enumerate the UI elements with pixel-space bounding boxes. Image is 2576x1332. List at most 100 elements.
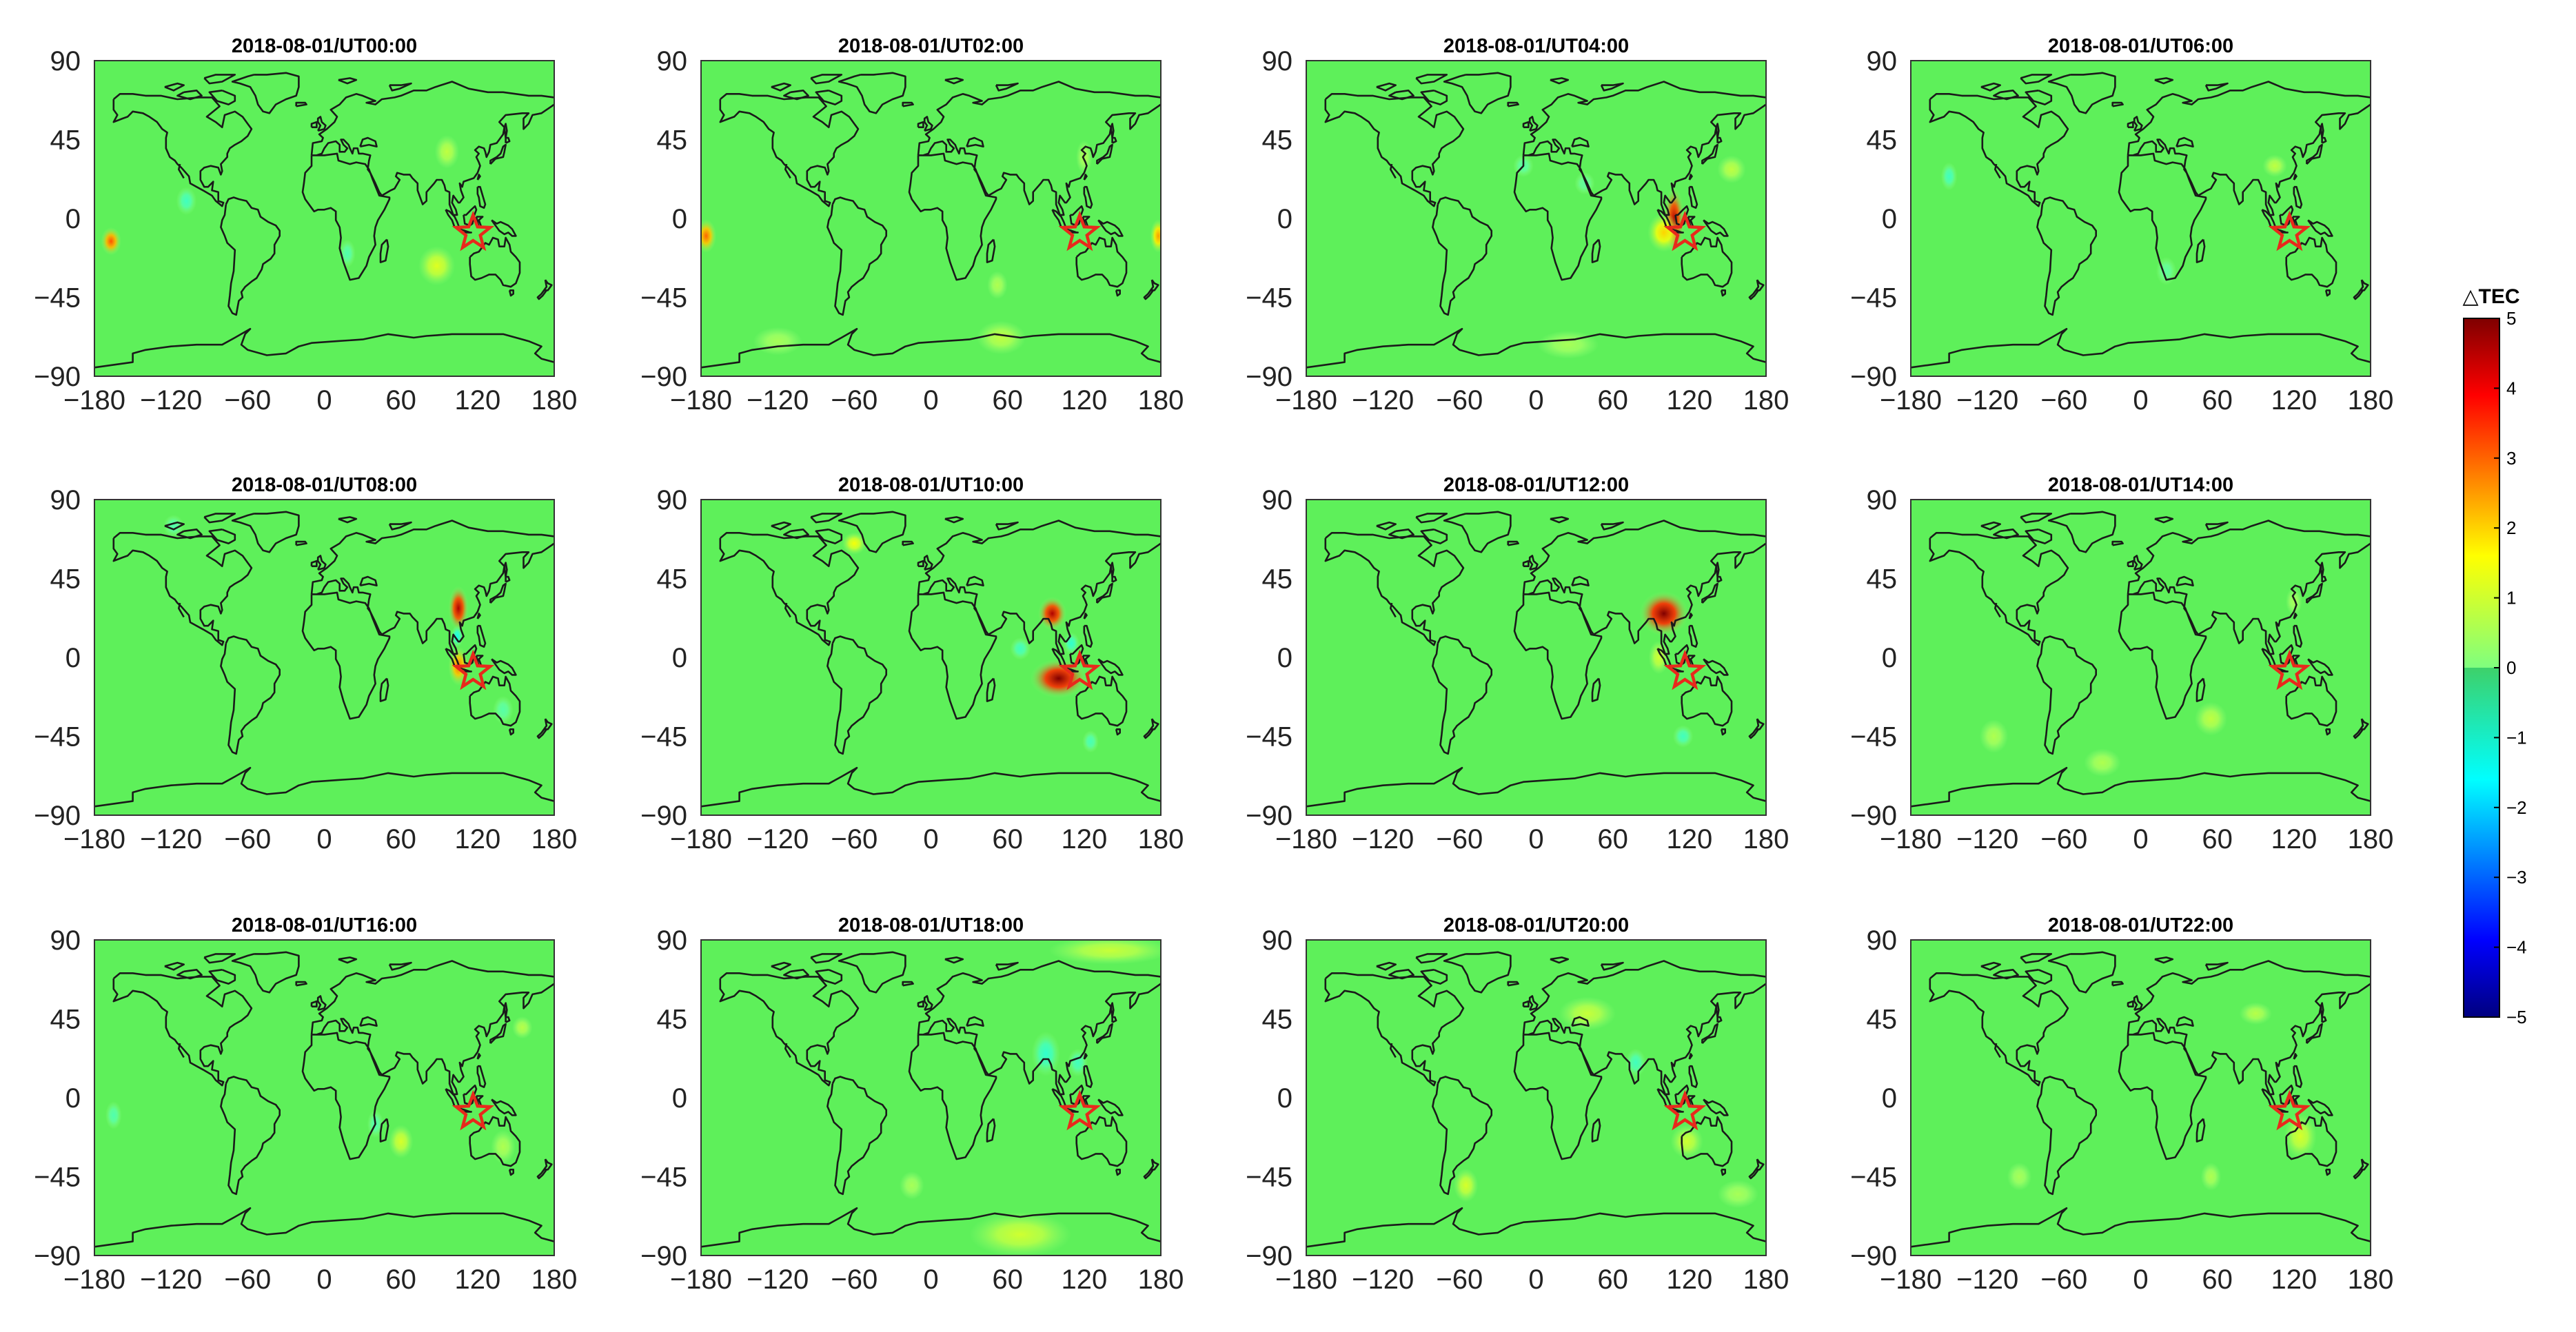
map-background: [1911, 940, 2371, 1256]
coastline: [1720, 728, 1726, 736]
coastlines: [1911, 511, 2371, 808]
y-tick-label: −45: [34, 283, 81, 314]
coastline: [701, 767, 1161, 808]
coastline: [203, 953, 236, 964]
map-frame: [1306, 499, 1767, 816]
coastline: [1703, 658, 1729, 676]
tec-anomaly: [176, 187, 197, 215]
panel-title: 2018-08-01/UT08:00: [232, 474, 417, 496]
map-panel: 2018-08-01/UT20:00 −180 −120 −60 0 60 120 180 90…: [1246, 914, 1789, 1295]
coastline: [1701, 143, 1718, 165]
map-background: [1911, 500, 2371, 815]
x-tick-label: 120: [1061, 385, 1107, 416]
map-background: [94, 61, 554, 376]
coastline: [1083, 1065, 1093, 1088]
coastline: [2320, 562, 2324, 577]
coastline: [301, 152, 391, 281]
x-tick-label: −120: [747, 385, 809, 416]
coastline: [1703, 1098, 1729, 1116]
panel-title: 2018-08-01/UT10:00: [838, 474, 1024, 496]
coastline: [2321, 1016, 2327, 1023]
coastline: [1674, 644, 1690, 666]
coastline: [112, 93, 253, 207]
y-tick-label: 90: [50, 925, 81, 956]
tec-anomaly: [1940, 162, 1958, 191]
x-tick-label: 180: [1743, 824, 1789, 854]
x-tick-label: 180: [1743, 1264, 1789, 1295]
tec-anomaly: [2285, 587, 2302, 615]
coastline: [1507, 101, 1519, 107]
coastline: [1681, 1116, 1733, 1167]
coastline: [542, 279, 553, 291]
map-panel: 2018-08-01/UT02:00 −180 −120 −60 0 60 120 180 90…: [640, 35, 1184, 416]
coastline: [986, 677, 996, 702]
coastline: [2320, 123, 2324, 139]
coastline: [1600, 82, 1624, 92]
coastline: [1390, 602, 1397, 618]
coastline: [719, 93, 860, 207]
coastline: [2020, 74, 2053, 85]
coastline: [986, 1118, 996, 1143]
coastline: [771, 961, 791, 971]
coastline: [2127, 560, 2134, 567]
tec-anomaly: [105, 1101, 122, 1129]
coastline: [1420, 529, 1448, 544]
coastline: [1420, 90, 1448, 105]
x-tick-label: 120: [454, 824, 500, 854]
colorbar: △TEC 5 4 3 2 1 0 −1 −2 −3 −4 −5: [2462, 285, 2526, 1027]
coastline: [1420, 969, 1448, 985]
star-icon: [452, 1089, 495, 1131]
coastline: [771, 521, 791, 531]
map-panel: 2018-08-01/UT10:00 −180 −120 −60 0 60 120 180 90…: [640, 474, 1184, 854]
coastline: [463, 644, 478, 666]
x-tick-label: 60: [992, 1264, 1023, 1295]
tec-anomaly: [1150, 219, 1161, 253]
x-tick-label: 0: [923, 824, 938, 854]
coastline: [944, 516, 964, 524]
coastline: [2154, 77, 2174, 85]
tec-anomaly: [1048, 940, 1161, 965]
y-tick-label: 45: [657, 1005, 688, 1035]
coastline: [176, 969, 203, 980]
colorbar-tick-label: 3: [2506, 448, 2516, 469]
coastline: [1715, 562, 1720, 577]
colorbar-tick-label: −3: [2506, 867, 2527, 888]
y-tick-label: −90: [640, 801, 687, 831]
coastline: [783, 969, 809, 980]
y-tick-label: −45: [1246, 283, 1292, 314]
coastline: [316, 983, 554, 1096]
coastline: [1754, 718, 1765, 730]
x-tick-label: −60: [831, 1264, 878, 1295]
coastline: [491, 658, 517, 676]
x-tick-label: 180: [2348, 1264, 2394, 1295]
x-tick-label: −60: [224, 824, 271, 854]
x-tick-label: −120: [747, 1264, 809, 1295]
coastline: [310, 960, 554, 1035]
colorbar-tick-label: −4: [2506, 937, 2527, 958]
coastline: [944, 77, 964, 85]
coastline: [1083, 613, 1088, 619]
coastline: [231, 511, 300, 553]
x-tick-label: −120: [1956, 385, 2018, 416]
coastline: [1415, 74, 1448, 85]
coastline: [2293, 174, 2298, 181]
coastline: [469, 236, 521, 288]
tec-anomaly: [899, 1171, 924, 1200]
coastline: [908, 152, 997, 281]
coastline: [923, 116, 933, 132]
x-tick-label: 180: [1138, 1264, 1184, 1295]
coastline: [1688, 174, 1693, 181]
x-tick-label: −60: [1436, 385, 1483, 416]
coastline: [810, 74, 843, 85]
y-tick-label: −90: [1850, 801, 1897, 831]
coastline: [2293, 1065, 2303, 1088]
coastline: [2132, 103, 2371, 216]
x-tick-label: 0: [2133, 385, 2148, 416]
coastline: [1324, 93, 1465, 207]
colorbar-tick-label: 5: [2506, 308, 2516, 329]
coastline: [476, 185, 487, 209]
coastline: [2293, 1053, 2298, 1060]
x-tick-label: 60: [1597, 1264, 1628, 1295]
coastline: [1115, 289, 1121, 297]
coastline: [505, 575, 511, 583]
